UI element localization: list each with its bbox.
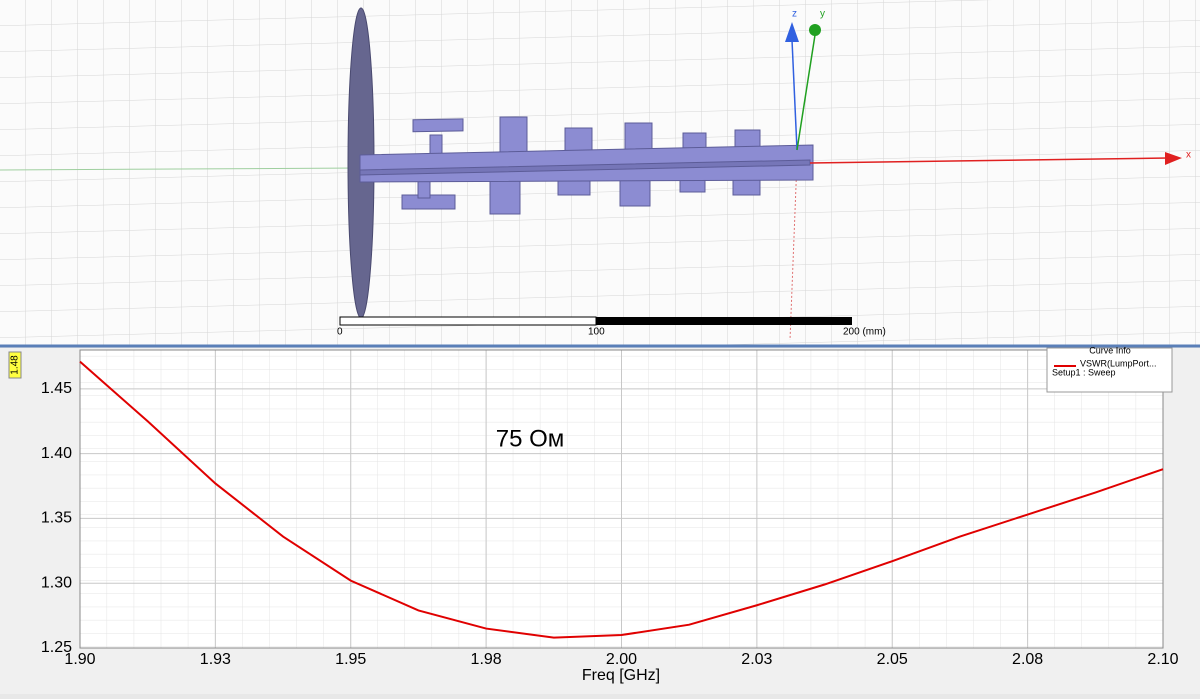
y-tick-label: 1.35 — [41, 510, 72, 527]
y-axis — [796, 34, 816, 151]
axis-label: x — [1186, 150, 1191, 161]
x-tick-label: 1.90 — [64, 651, 95, 668]
x-tick-label: 2.00 — [606, 651, 637, 668]
legend[interactable] — [1046, 347, 1173, 393]
y-tick-label: 1.45 — [41, 380, 72, 397]
y-arrow — [809, 24, 821, 36]
x-tick-label: 2.08 — [1012, 651, 1043, 668]
y-tick-label: 1.25 — [41, 639, 72, 656]
annotation: 75 Ом — [496, 425, 565, 452]
x-tick-label: 2.10 — [1147, 651, 1178, 668]
legend-subtitle: Setup1 : Sweep — [1052, 367, 1116, 377]
x-arrow — [1165, 152, 1182, 165]
scale-label: 200 (mm) — [843, 327, 886, 338]
antenna — [359, 116, 814, 215]
x-tick-label: 1.95 — [335, 651, 366, 668]
x-tick-label: 1.93 — [200, 651, 231, 668]
z-axis — [791, 39, 798, 151]
series-line — [79, 360, 1164, 639]
cursor-label: 1.48 — [10, 355, 21, 375]
cursor-marker — [8, 351, 22, 379]
axis-label: z — [792, 9, 797, 20]
x-axis — [809, 157, 1169, 164]
plot-frame — [79, 349, 1164, 649]
scale-label: 0 — [337, 327, 343, 338]
axis-label: y — [820, 9, 825, 20]
x-tick-label: 2.03 — [741, 651, 772, 668]
x-tick-label: 1.98 — [471, 651, 502, 668]
scale-bar — [596, 317, 852, 325]
legend-title: Curve Info — [1089, 345, 1131, 355]
y-tick-label: 1.40 — [41, 445, 72, 462]
y-tick-label: 1.30 — [41, 574, 72, 591]
z-arrow — [785, 22, 799, 42]
scale-bar — [339, 316, 597, 326]
x-axis-label: Freq [GHz] — [582, 667, 660, 684]
legend-entry: VSWR(LumpPort... — [1080, 358, 1157, 368]
y-axis-line — [0, 167, 361, 171]
x-tick-label: 2.05 — [877, 651, 908, 668]
scale-label: 100 — [588, 327, 605, 338]
